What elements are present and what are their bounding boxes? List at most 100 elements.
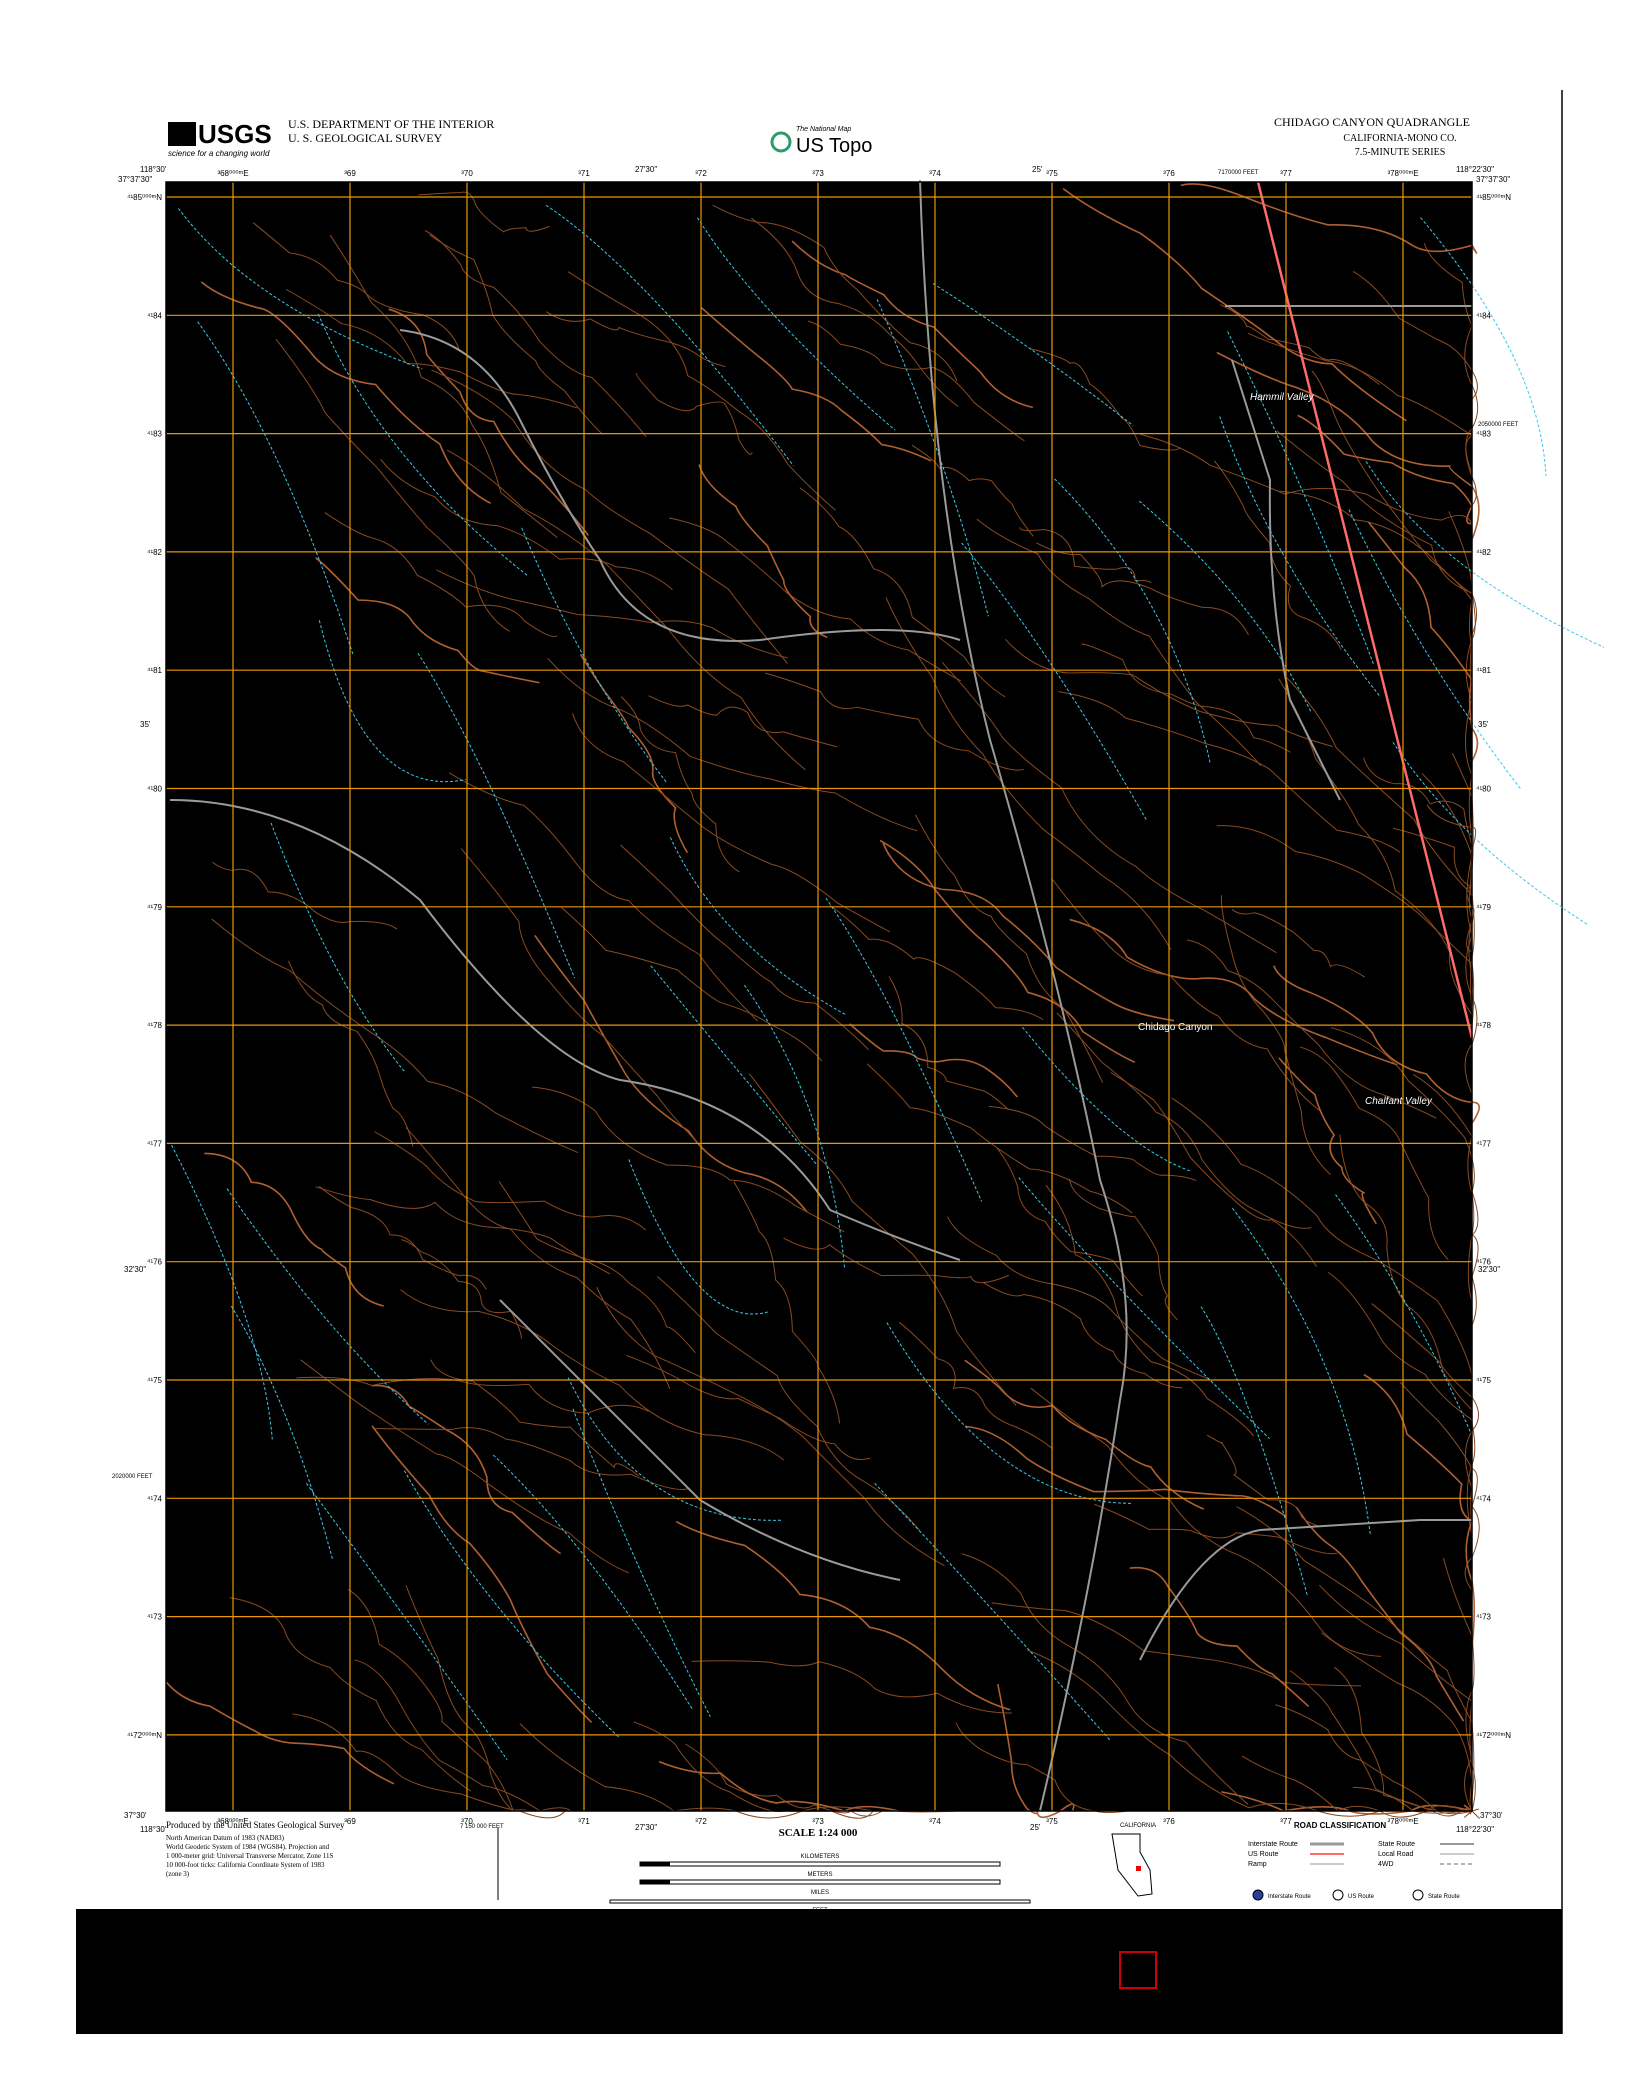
logo-mark: [168, 122, 196, 146]
contour: [1186, 939, 1437, 1119]
route-shield: [1332, 1889, 1344, 1901]
datum-line: 1 000-meter grid: Universal Transverse M…: [166, 1852, 334, 1860]
road-type: Interstate Route: [1248, 1841, 1298, 1848]
northing-label: ⁴¹73: [147, 1613, 163, 1622]
red-square: [1119, 1951, 1157, 1989]
stream: [1232, 1207, 1371, 1535]
contour: [579, 653, 689, 854]
contour: [211, 861, 398, 930]
contour: [287, 960, 414, 1147]
contour: [561, 907, 823, 1062]
stream: [403, 1470, 620, 1738]
minute-label: 35': [140, 720, 151, 729]
road: [1225, 305, 1472, 801]
datum-line: World Geodetic System of 1984 (WGS84). P…: [166, 1843, 330, 1851]
easting-label: ³70: [461, 1817, 473, 1826]
northing-label: ⁴¹85⁰⁰⁰ᵐN: [127, 193, 162, 202]
contour: [1206, 1434, 1320, 1527]
contour: [1276, 430, 1476, 701]
contour: [534, 934, 808, 1213]
contour: [1030, 1387, 1381, 1657]
contour: [879, 839, 1136, 1064]
northing-label: ⁴¹76: [147, 1258, 163, 1267]
grid-note: 2050000 FEET: [1478, 422, 1519, 428]
grid-note: 2020000 FEET: [112, 1474, 153, 1480]
contour: [1056, 1012, 1312, 1229]
contour: [1327, 1271, 1476, 1535]
contour: [1129, 1566, 1310, 1708]
easting-label: ³74: [929, 1817, 941, 1826]
contour: [791, 240, 1033, 409]
contour: [698, 464, 828, 639]
northing-label: ⁴¹75: [1476, 1376, 1492, 1385]
contour: [1273, 965, 1480, 1124]
stream: [650, 965, 818, 1166]
stream: [171, 1144, 273, 1441]
highway: [1256, 181, 1474, 1039]
minute-label: 25': [1030, 1823, 1041, 1832]
minute-label: 32'30": [124, 1265, 146, 1274]
contour: [685, 1743, 883, 1817]
northing-label: ⁴¹80: [147, 785, 163, 794]
northing-label: ⁴¹72⁰⁰⁰ᵐN: [127, 1731, 162, 1740]
easting-label: ³78⁰⁰⁰ᵐE: [1387, 169, 1418, 178]
contour: [1171, 1097, 1473, 1377]
contour: [1299, 1046, 1449, 1261]
contour: [620, 696, 740, 873]
easting-label: ³76: [1163, 169, 1175, 178]
contour: [1019, 527, 1152, 584]
contour: [211, 918, 579, 1154]
contour: [1363, 1373, 1476, 1647]
stream: [178, 208, 423, 370]
map-neatline: [165, 181, 1473, 1812]
contour: [691, 1660, 1012, 1714]
logo-tagline: science for a changing world: [168, 149, 270, 158]
road: [1139, 1519, 1472, 1661]
contour: [380, 458, 673, 591]
road: [919, 179, 1128, 1812]
road: [499, 1299, 901, 1581]
contour: [165, 1681, 395, 1785]
contour: [324, 512, 558, 637]
stream: [545, 204, 794, 466]
shield-label: US Route: [1348, 1894, 1375, 1900]
northing-label: ⁴¹78: [1476, 1021, 1492, 1030]
datum-notes: North American Datum of 1983 (NAD83)Worl…: [166, 1834, 334, 1878]
easting-label: ³73: [812, 169, 824, 178]
contour: [648, 695, 838, 748]
scale-unit: METERS: [807, 1872, 832, 1878]
stream: [1392, 741, 1589, 926]
contour: [1069, 918, 1398, 1066]
route-shield: [1412, 1889, 1424, 1901]
grid-note: 7 150 000 FEET: [460, 1824, 504, 1830]
easting-label: ³69: [344, 169, 356, 178]
contour: [964, 1359, 1205, 1510]
contour: [1028, 347, 1182, 451]
corner-label: 118°30': [140, 1825, 167, 1834]
series: 7.5-MINUTE SERIES: [1355, 147, 1446, 158]
contour: [635, 372, 753, 455]
scale-title: SCALE 1:24 000: [779, 1827, 858, 1839]
producer: Produced by the United States Geological…: [166, 1820, 345, 1830]
contour: [1241, 1755, 1466, 1818]
stream: [961, 542, 1148, 821]
contour: [941, 662, 1277, 954]
easting-label: ³74: [929, 169, 941, 178]
stream: [1420, 217, 1547, 476]
contour: [315, 1186, 611, 1275]
northing-label: ⁴¹85⁰⁰⁰ᵐN: [1476, 193, 1511, 202]
stream: [825, 897, 983, 1202]
contour: [429, 234, 604, 436]
contour: [252, 222, 461, 352]
contour: [372, 1384, 562, 1555]
road-type: Ramp: [1248, 1861, 1267, 1868]
contour: [1036, 542, 1249, 636]
scale-bar: [639, 1861, 1001, 1867]
contour: [572, 713, 891, 933]
place-name: Hammil Valley: [1250, 392, 1315, 403]
northing-label: ⁴¹80: [1476, 785, 1492, 794]
scale-bar: [609, 1899, 1031, 1904]
contour: [204, 1152, 384, 1307]
northing-label: ⁴¹83: [147, 430, 163, 439]
quad-name: CHIDAGO CANYON QUADRANGLE: [1274, 115, 1470, 129]
